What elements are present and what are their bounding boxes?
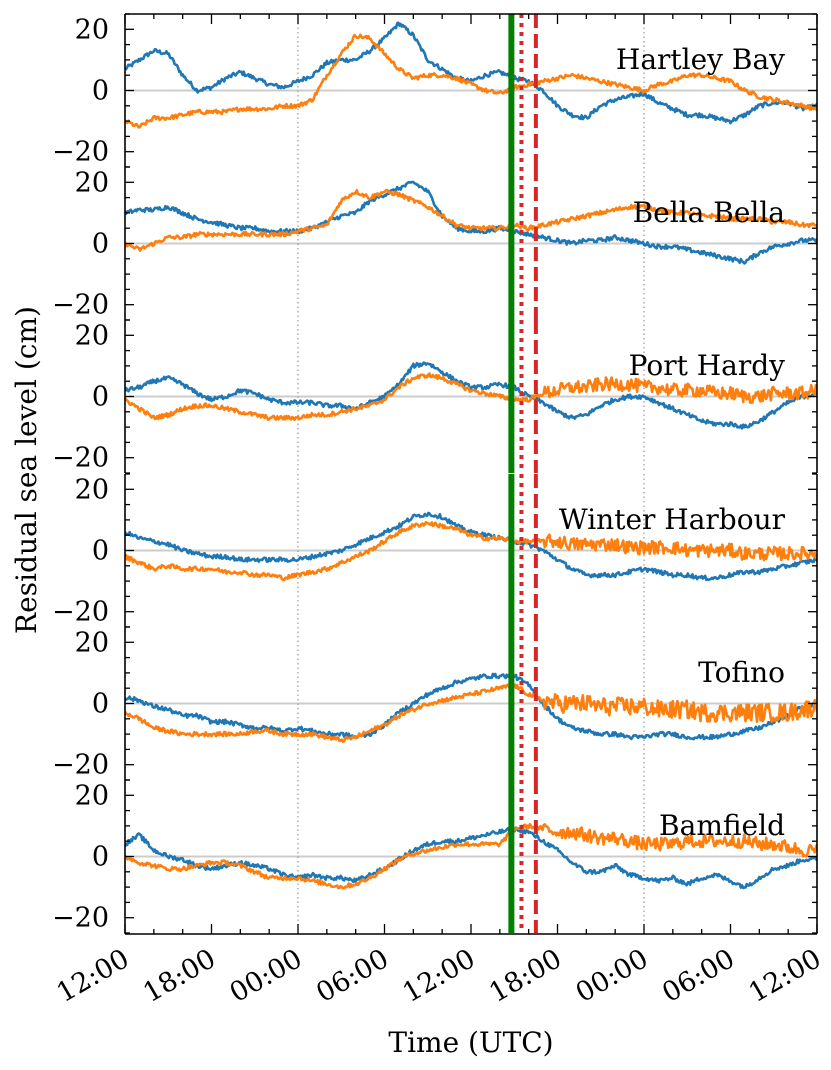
blue-series-line [125, 361, 817, 430]
panel-tofino: −20 0 20 Tofino [52, 626, 818, 781]
y-axis-label: Residual sea level (cm) [10, 306, 43, 634]
y-tick-label: −20 [52, 750, 109, 781]
panel-winter-harbour: −20 0 20 Winter Harbour [52, 473, 818, 628]
station-label: Winter Harbour [559, 503, 786, 536]
orange-series-line [125, 683, 817, 743]
x-tick-label: 12:00 [52, 943, 135, 1009]
orange-series-line [125, 372, 817, 422]
orange-series-line [125, 520, 817, 582]
blue-series-line [125, 180, 817, 265]
y-tick-label: −20 [52, 597, 109, 628]
y-tick-label: −20 [52, 443, 109, 474]
blue-series-line [125, 511, 817, 582]
orange-series-line [125, 33, 817, 129]
y-tick-label: 0 [92, 842, 109, 873]
x-tick-label: 06:00 [311, 943, 394, 1009]
panel-bella-bella: −20 0 20 Bella Bella [52, 166, 818, 321]
panel-bamfield: −20 0 20 Bamfield [52, 779, 818, 934]
orange-series-line [125, 188, 817, 252]
x-tick-label: 12:00 [398, 943, 481, 1009]
y-tick-label: −20 [52, 137, 109, 168]
y-tick-label: −20 [52, 903, 109, 934]
station-label: Port Hardy [629, 349, 786, 382]
x-tick-label: 18:00 [138, 943, 221, 1009]
orange-series-line [125, 822, 817, 890]
panel-hartley-bay: −20 0 20 Hartley Bay [52, 13, 818, 168]
x-tick-label: 00:00 [571, 943, 654, 1009]
station-label: Hartley Bay [616, 43, 785, 76]
y-tick-label: 0 [92, 229, 109, 260]
panels-group: −20 0 20 Hartley Bay −20 0 20 Bella Bella −20 0 20… [52, 13, 818, 935]
y-tick-label: −20 [52, 290, 109, 321]
blue-series-line [125, 21, 817, 125]
y-tick-label: 20 [75, 780, 109, 811]
blue-series-line [125, 672, 817, 741]
y-tick-label: 0 [92, 536, 109, 567]
panel-port-hardy: −20 0 20 Port Hardy [52, 319, 818, 474]
y-tick-label: 0 [92, 76, 109, 107]
x-tick-label: 12:00 [744, 943, 827, 1009]
x-tick-label: 00:00 [225, 943, 308, 1009]
y-tick-label: 20 [75, 320, 109, 351]
y-tick-label: 0 [92, 689, 109, 720]
x-tick-label: 06:00 [657, 943, 740, 1009]
y-tick-label: 20 [75, 167, 109, 198]
y-tick-label: 20 [75, 627, 109, 658]
x-tick-label: 18:00 [484, 943, 567, 1009]
x-axis-label: Time (UTC) [388, 1026, 553, 1059]
y-tick-label: 0 [92, 382, 109, 413]
y-tick-label: 20 [75, 14, 109, 45]
station-label: Tofino [698, 656, 785, 689]
station-label: Bamfield [659, 809, 785, 842]
y-tick-label: 20 [75, 474, 109, 505]
station-label: Bella Bella [633, 196, 785, 229]
